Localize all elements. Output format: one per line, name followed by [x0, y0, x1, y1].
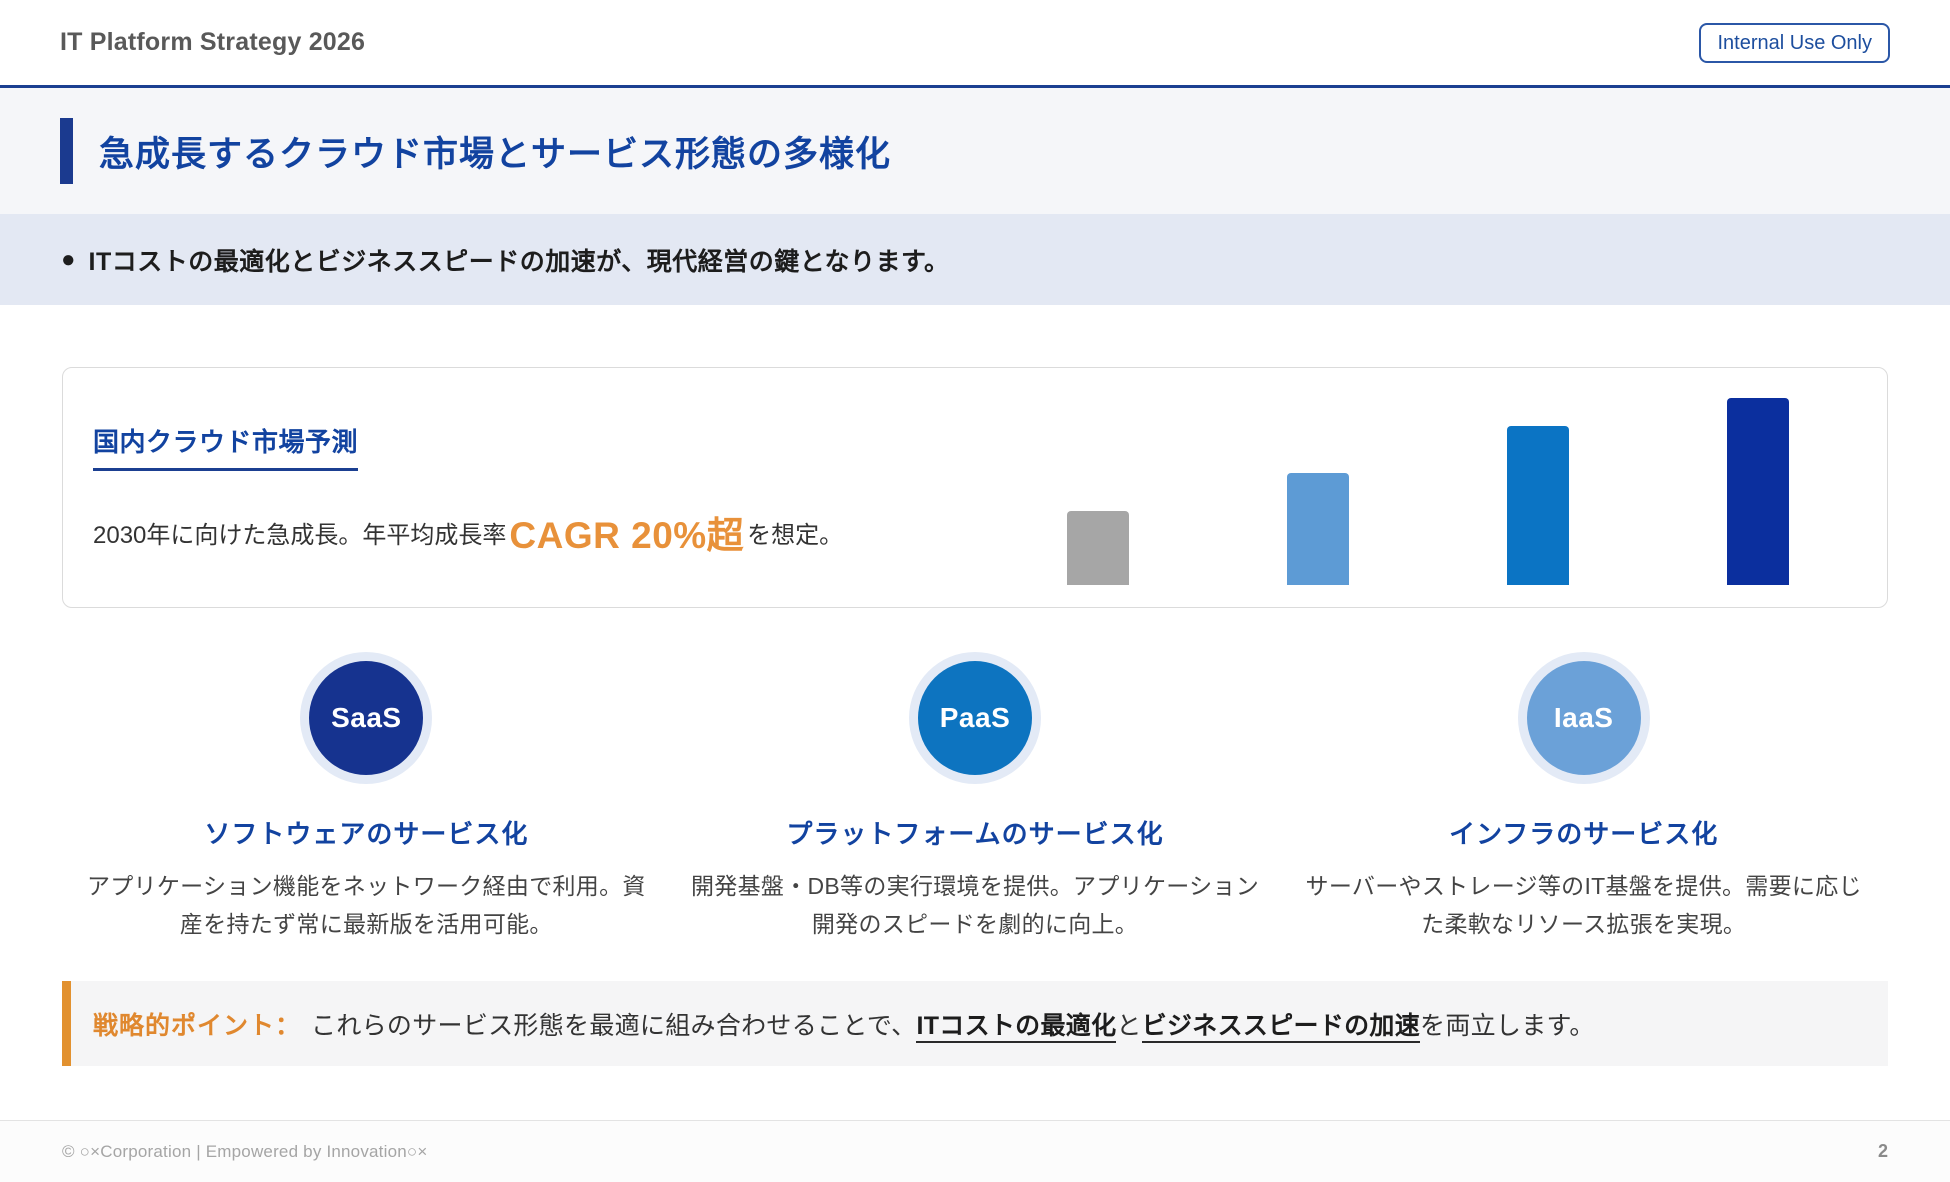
slide-footer: © ○×Corporation | Empowered by Innovatio… [0, 1120, 1950, 1182]
market-body-suffix: を想定。 [747, 521, 844, 549]
deck-title: IT Platform Strategy 2026 [60, 28, 366, 56]
strategic-text-2: と [1116, 1011, 1142, 1040]
paas-description: 開発基盤・DB等の実行環境を提供。アプリケーション開発のスピードを劇的に向上。 [691, 873, 1259, 937]
service-col-saas: SaaS ソフトウェアのサービス化 アプリケーション機能をネットワーク経由で利用… [62, 652, 671, 943]
paas-label: PaaS [939, 702, 1011, 733]
cagr-highlight: CAGR 20%超 [509, 515, 745, 556]
iaas-circle-ring: IaaS [1517, 652, 1650, 784]
market-bar-chart [1067, 398, 1789, 585]
confidentiality-badge: Internal Use Only [1699, 22, 1890, 63]
iaas-description: サーバーやストレージ等のIT基盤を提供。需要に応じた柔軟なリソース拡張を実現。 [1305, 873, 1862, 937]
chart-bar [1287, 473, 1349, 585]
services-row: SaaS ソフトウェアのサービス化 アプリケーション機能をネットワーク経由で利用… [62, 652, 1888, 943]
chart-bar [1507, 426, 1569, 585]
paas-title: プラットフォームのサービス化 [786, 819, 1164, 849]
key-message-banner: ● ITコストの最適化とビジネススピードの加速が、現代経営の鍵となります。 [0, 214, 1950, 305]
paas-circle-ring: PaaS [909, 652, 1041, 784]
saas-description: アプリケーション機能をネットワーク経由で利用。資産を持たず常に最新版を活用可能。 [86, 873, 646, 937]
strategic-point-label: 戦略的ポイント： [93, 1011, 302, 1040]
title-section: 急成長するクラウド市場とサービス形態の多様化 [0, 88, 1950, 214]
content-area: 国内クラウド市場予測 2030年に向けた急成長。年平均成長率 CAGR 20%超… [62, 367, 1888, 1066]
strategic-text-3: を両立します。 [1420, 1011, 1595, 1040]
key-message-text: ITコストの最適化とビジネススピードの加速が、現代経営の鍵となります。 [88, 247, 950, 276]
iaas-label: IaaS [1553, 702, 1614, 733]
market-card-heading: 国内クラウド市場予測 [93, 422, 359, 471]
saas-title: ソフトウェアのサービス化 [204, 819, 529, 849]
copyright-text: © ○×Corporation | Empowered by Innovatio… [62, 1141, 428, 1161]
market-body-prefix: 2030年に向けた急成長。年平均成長率 [93, 521, 507, 549]
slide-header: IT Platform Strategy 2026 Internal Use O… [0, 0, 1950, 88]
service-col-paas: PaaS プラットフォームのサービス化 開発基盤・DB等の実行環境を提供。アプリ… [671, 652, 1280, 943]
page-title: 急成長するクラウド市場とサービス形態の多様化 [99, 134, 892, 174]
iaas-title: インフラのサービス化 [1449, 819, 1719, 849]
iaas-circle: IaaS [1526, 661, 1641, 775]
bullet-icon: ● [61, 245, 76, 273]
paas-circle: PaaS [918, 661, 1032, 775]
strategic-point-box: 戦略的ポイント： これらのサービス形態を最適に組み合わせることで、ITコストの最… [62, 981, 1888, 1066]
page-number: 2 [1877, 1141, 1888, 1161]
market-card-body: 2030年に向けた急成長。年平均成長率 CAGR 20%超 を想定。 [93, 505, 1887, 559]
title-accent-bar [60, 118, 73, 184]
strategic-emphasis-1: ITコストの最適化 [916, 1011, 1117, 1043]
chart-bar [1067, 511, 1129, 585]
market-forecast-card: 国内クラウド市場予測 2030年に向けた急成長。年平均成長率 CAGR 20%超… [62, 367, 1888, 608]
strategic-emphasis-2: ビジネススピードの加速 [1141, 1011, 1421, 1043]
chart-bar [1727, 398, 1789, 585]
saas-label: SaaS [331, 702, 402, 733]
saas-circle-ring: SaaS [300, 652, 433, 784]
saas-circle: SaaS [309, 661, 424, 775]
strategic-point-text: これらのサービス形態を最適に組み合わせることで、ITコストの最適化とビジネススピ… [311, 1006, 1595, 1043]
service-col-iaas: IaaS インフラのサービス化 サーバーやストレージ等のIT基盤を提供。需要に応… [1279, 652, 1888, 943]
market-card-text: 国内クラウド市場予測 2030年に向けた急成長。年平均成長率 CAGR 20%超… [63, 368, 1887, 559]
strategic-text-1: これらのサービス形態を最適に組み合わせることで、 [311, 1011, 917, 1040]
